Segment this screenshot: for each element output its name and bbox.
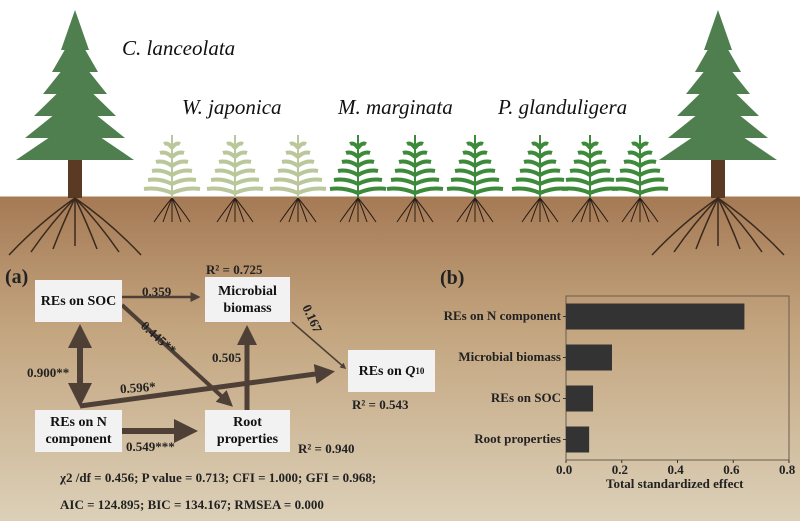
species-label-fern1: W. japonica — [182, 95, 282, 119]
fern-plant — [206, 135, 264, 223]
fern-plant — [511, 135, 569, 223]
path-soc-microbial: 0.359 — [142, 284, 172, 299]
arrow-microbial-q10 — [291, 321, 347, 369]
tree-right — [651, 10, 785, 256]
fern-plant — [446, 135, 504, 223]
arrow-n-q10 — [79, 364, 335, 409]
path-root-microbial: 0.505 — [212, 350, 242, 365]
r2-root: R² = 0.940 — [298, 441, 355, 456]
x-tick-label: 0.4 — [667, 462, 684, 477]
q10-var: Q — [405, 363, 416, 379]
fern-plant — [611, 135, 669, 223]
bar — [566, 385, 594, 412]
fit-indices-2: AIC = 124.895; BIC = 134.167; RMSEA = 0.… — [60, 497, 324, 512]
path-n-root: 0.549*** — [126, 439, 175, 454]
q10-prefix: REs on — [358, 363, 406, 379]
fern-plant — [269, 135, 327, 223]
fern-plant — [561, 135, 619, 223]
y-tick-label: REs on SOC — [490, 389, 561, 405]
y-tick-label: Root properties — [474, 430, 561, 446]
q10-sub: 10 — [415, 365, 425, 376]
fern-plant — [143, 135, 201, 223]
fern-plant — [329, 135, 387, 223]
node-n-component: REs on N component — [35, 410, 122, 452]
tree-left — [8, 10, 142, 256]
path-n-q10: 0.596* — [119, 378, 157, 397]
panel-b-label: (b) — [440, 267, 465, 289]
node-microbial: Microbial biomass — [205, 277, 290, 322]
x-tick-label: 0.2 — [611, 462, 628, 477]
bar — [566, 426, 590, 453]
node-soc: REs on SOC — [35, 280, 122, 322]
x-tick-label: 0.6 — [723, 462, 740, 477]
y-tick-label: Microbial biomass — [458, 348, 561, 364]
species-label-fern2: M. marginata — [338, 95, 453, 119]
path-soc-n: 0.900** — [27, 365, 70, 380]
panel-a-label: (a) — [5, 266, 29, 288]
bar — [566, 344, 612, 371]
fit-indices-1: χ2 /df = 0.456; P value = 0.713; CFI = 1… — [60, 470, 377, 485]
node-root: Root properties — [205, 410, 290, 452]
x-axis-label: Total standardized effect — [606, 476, 744, 491]
y-tick-label: REs on N component — [443, 307, 561, 323]
r2-microbial: R² = 0.725 — [206, 262, 263, 277]
fern-plant — [386, 135, 444, 223]
r2-q10: R² = 0.543 — [352, 397, 409, 412]
species-label-fern3: P. glanduligera — [498, 95, 628, 119]
x-tick-label: 0.0 — [556, 462, 573, 477]
bar — [566, 303, 745, 330]
node-q10: REs on Q 10 — [348, 350, 435, 392]
x-tick-label: 0.8 — [779, 462, 796, 477]
species-label-tree: C. lanceolata — [122, 36, 236, 60]
